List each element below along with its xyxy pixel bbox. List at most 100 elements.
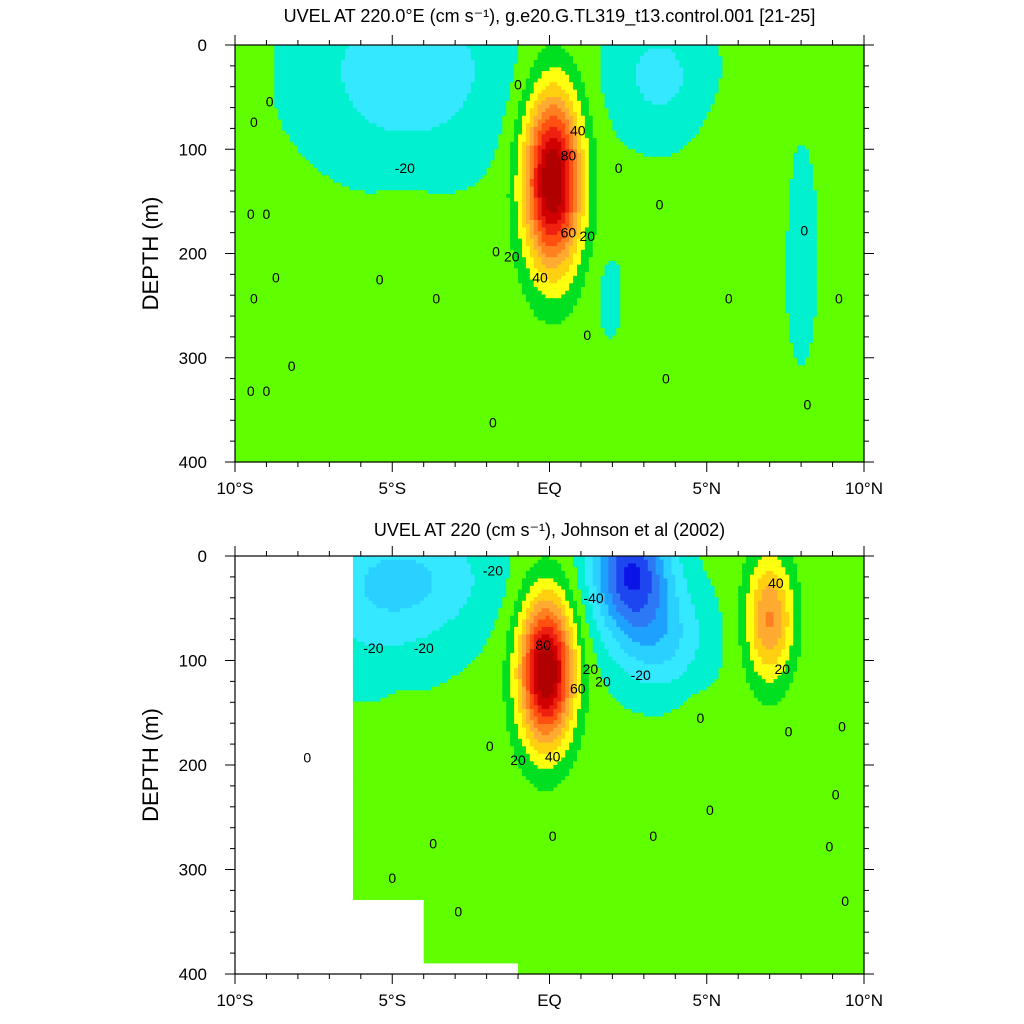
- contour-cell: [396, 301, 401, 307]
- contour-cell: [352, 242, 358, 247]
- contour-cell: [321, 89, 327, 94]
- contour-cell: [368, 413, 374, 418]
- contour-cell: [235, 305, 240, 310]
- contour-cell: [313, 141, 319, 147]
- contour-cell: [404, 93, 409, 98]
- contour-cell: [400, 331, 405, 337]
- contour-cell: [364, 89, 370, 94]
- contour-cell: [286, 134, 291, 139]
- contour-cell: [333, 309, 338, 314]
- contour-cell: [313, 205, 319, 210]
- contour-cell: [380, 100, 385, 106]
- contour-cell: [258, 313, 264, 318]
- contour-cell: [262, 249, 268, 255]
- contour-cell: [301, 167, 307, 173]
- contour-cell: [384, 205, 389, 210]
- contour-cell: [392, 454, 397, 459]
- contour-cell: [254, 89, 260, 94]
- contour-cell: [372, 432, 378, 437]
- contour-cell: [262, 134, 268, 139]
- contour-cell: [274, 368, 279, 374]
- contour-cell: [368, 134, 374, 139]
- contour-cell: [352, 119, 358, 124]
- contour-cell: [282, 179, 287, 184]
- contour-cell: [388, 313, 393, 318]
- contour-cell: [392, 301, 397, 307]
- contour-cell: [274, 391, 279, 396]
- contour-cell: [349, 160, 354, 165]
- contour-cell: [372, 417, 378, 422]
- contour-cell: [250, 301, 256, 307]
- contour-cell: [305, 283, 311, 288]
- contour-cell: [368, 100, 374, 106]
- contour-cell: [242, 257, 248, 262]
- contour-cell: [364, 368, 370, 374]
- contour-cell: [238, 182, 244, 188]
- contour-cell: [380, 380, 385, 385]
- contour-cell: [392, 447, 397, 452]
- contour-cell: [305, 361, 311, 366]
- contour-cell: [321, 71, 327, 76]
- contour-cell: [345, 160, 350, 165]
- contour-cell: [392, 458, 397, 463]
- contour-cell: [396, 197, 401, 202]
- contour-cell: [400, 435, 405, 441]
- contour-cell: [356, 447, 362, 452]
- contour-cell: [266, 108, 271, 113]
- contour-cell: [317, 432, 323, 437]
- contour-cell: [246, 279, 252, 284]
- contour-cell: [325, 134, 330, 139]
- contour-cell: [266, 279, 271, 284]
- contour-cell: [290, 242, 295, 247]
- contour-cell: [388, 145, 393, 150]
- contour-cell: [325, 160, 330, 165]
- contour-cell: [246, 138, 252, 143]
- contour-cell: [274, 130, 279, 135]
- contour-cell: [349, 368, 354, 374]
- contour-cell: [238, 365, 244, 370]
- contour-cell: [407, 115, 413, 121]
- contour-cell: [368, 409, 374, 415]
- contour-cell: [270, 123, 275, 128]
- contour-cell: [309, 48, 315, 54]
- contour-cell: [388, 287, 393, 292]
- contour-cell: [246, 309, 252, 314]
- contour-cell: [250, 238, 256, 243]
- contour-cell: [341, 82, 346, 87]
- contour-cell: [274, 182, 279, 188]
- contour-cell: [290, 298, 295, 303]
- contour-cell: [368, 48, 374, 54]
- contour-cell: [274, 82, 279, 87]
- contour-cell: [313, 115, 319, 121]
- contour-cell: [384, 342, 389, 348]
- contour-cell: [341, 398, 346, 404]
- contour-cell: [368, 219, 374, 225]
- contour-cell: [242, 428, 248, 433]
- contour-cell: [254, 74, 260, 80]
- contour-cell: [293, 298, 299, 303]
- contour-cell: [235, 71, 240, 76]
- contour-cell: [360, 260, 366, 266]
- contour-cell: [317, 450, 323, 456]
- contour-cell: [274, 335, 279, 340]
- contour-cell: [376, 249, 382, 255]
- contour-cell: [337, 339, 342, 344]
- contour-cell: [337, 268, 342, 273]
- contour-cell: [368, 257, 374, 262]
- contour-cell: [337, 454, 342, 459]
- contour-cell: [274, 227, 279, 232]
- contour-cell: [388, 242, 393, 247]
- contour-cell: [376, 100, 382, 106]
- contour-cell: [262, 287, 268, 292]
- contour-cell: [309, 439, 315, 444]
- contour-cell: [250, 368, 256, 374]
- contour-cell: [404, 219, 409, 225]
- contour-cell: [396, 447, 401, 452]
- contour-cell: [404, 104, 409, 109]
- contour-cell: [341, 361, 346, 366]
- contour-cell: [321, 257, 327, 262]
- contour-cell: [368, 231, 374, 236]
- contour-cell: [388, 372, 393, 377]
- contour-cell: [301, 93, 307, 98]
- contour-cell: [274, 279, 279, 284]
